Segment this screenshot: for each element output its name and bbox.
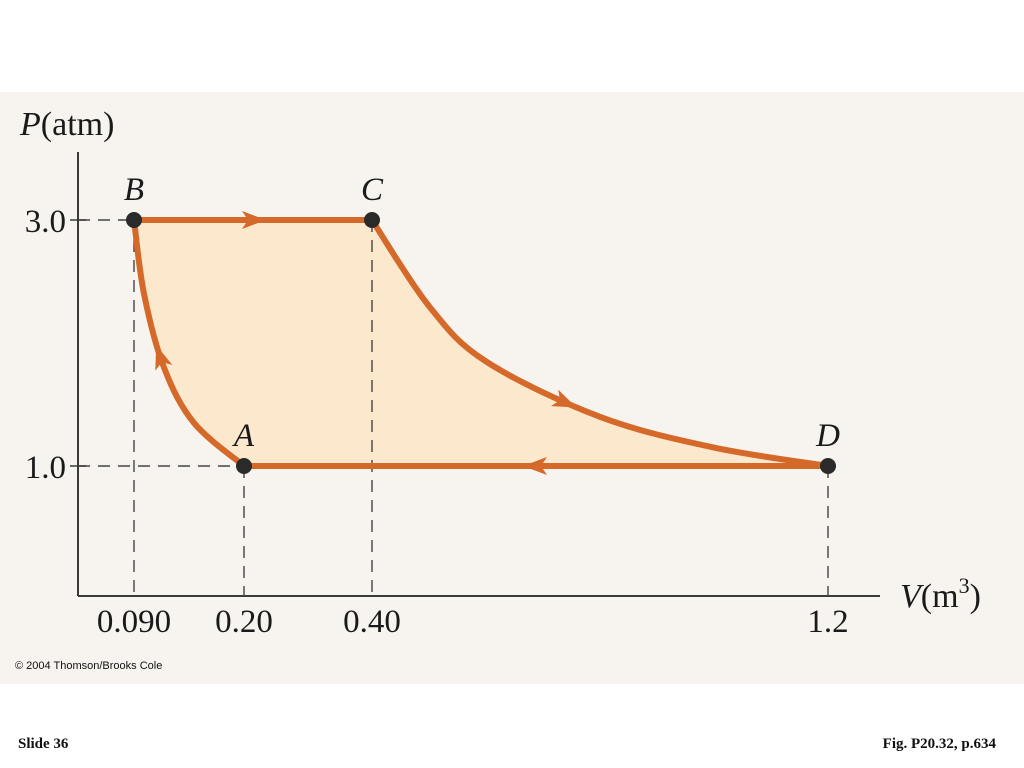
arrow-D-A — [523, 457, 547, 476]
state-point-A — [236, 458, 252, 474]
state-label-B: B — [124, 172, 144, 208]
arrow-C-D — [550, 389, 577, 408]
x-tick-label: 0.40 — [343, 604, 401, 640]
state-point-D — [820, 458, 836, 474]
x-tick-label: 1.2 — [807, 604, 848, 640]
arrow-B-C — [242, 211, 266, 229]
x-tick-label: 0.20 — [215, 604, 273, 640]
x-axis-label: V(m3) — [900, 573, 981, 615]
y-tick-label: 1.0 — [25, 450, 66, 486]
state-label-A: A — [232, 418, 255, 454]
process-A-B — [131, 217, 247, 469]
figure-reference: Fig. P20.32, p.634 — [882, 736, 996, 752]
y-axis-label: P(atm) — [19, 106, 114, 143]
y-tick-label: 3.0 — [25, 204, 66, 240]
slide-number: Slide 36 — [18, 736, 69, 752]
state-label-C: C — [361, 172, 384, 208]
arrow-A-B — [155, 345, 173, 371]
figure-panel: P(atm) V(m3) 1.0 3.0 0.090 0.20 0.40 1.2 A B C D — [0, 92, 1024, 684]
state-point-C — [364, 212, 380, 228]
state-point-B — [126, 212, 142, 228]
state-label-D: D — [815, 418, 840, 454]
copyright-notice: © 2004 Thomson/Brooks Cole — [15, 660, 163, 672]
enclosed-area — [134, 220, 828, 466]
process-C-D — [369, 217, 831, 469]
pv-diagram: P(atm) V(m3) 1.0 3.0 0.090 0.20 0.40 1.2 A B C D — [19, 106, 981, 640]
x-tick-label: 0.090 — [97, 604, 171, 640]
